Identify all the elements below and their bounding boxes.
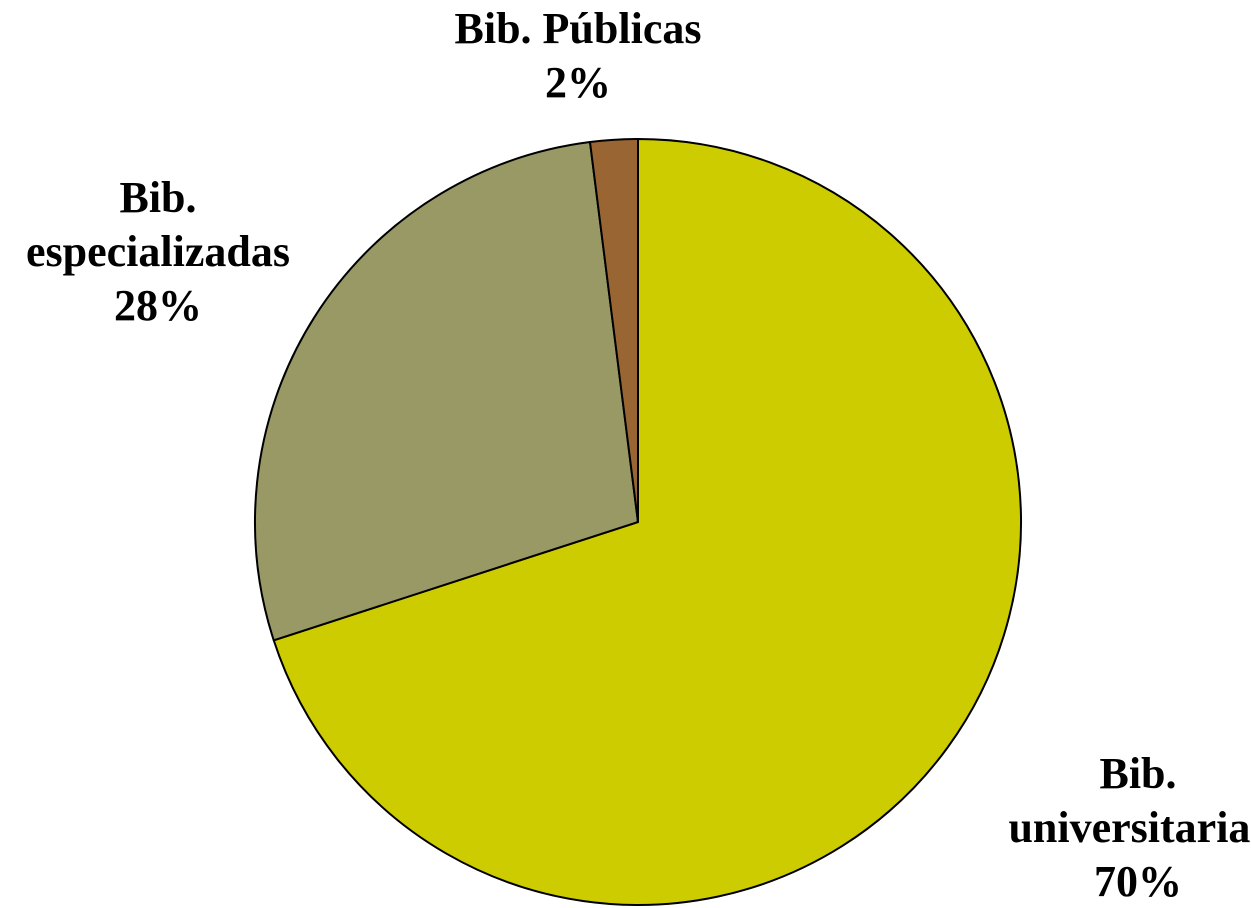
percent-label: 70% <box>1094 857 1182 906</box>
slice-especializadas <box>254 141 639 642</box>
category-label-line: especializadas <box>26 227 290 276</box>
slice-universitarias <box>272 138 1022 906</box>
label-publicas: Bib. Públicas 2% <box>455 4 702 107</box>
label-especializadas: Bib. especializadas 28% <box>26 173 290 330</box>
label-universitarias: Bib. universitarias 70% <box>1008 749 1251 906</box>
pie-labels: Bib. universitarias 70% Bib. especializadas 2… <box>26 4 1251 906</box>
percent-label: 28% <box>114 281 202 330</box>
percent-label: 2% <box>545 58 611 107</box>
category-label-line: Bib. <box>119 173 196 222</box>
slice-publicas <box>589 138 639 523</box>
category-label-line: Bib. <box>1099 749 1176 798</box>
category-label-line: universitarias <box>1008 803 1251 852</box>
pie-slices <box>254 138 1022 906</box>
category-label-line: Bib. Públicas <box>455 4 702 53</box>
